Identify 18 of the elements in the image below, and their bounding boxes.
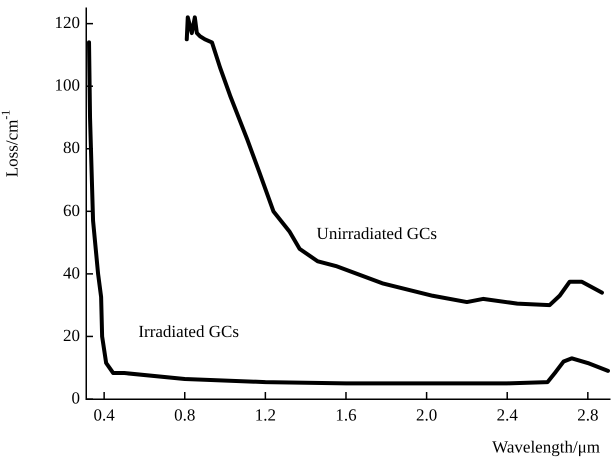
y-tick-label: 60	[63, 200, 80, 220]
y-tick-label: 40	[63, 263, 80, 282]
y-tick-label: 100	[54, 76, 80, 95]
y-tick-label: 0	[72, 388, 80, 408]
y-axis-title: Loss/cm-1	[0, 110, 22, 178]
x-tick-label: 2.8	[577, 405, 598, 424]
y-tick-label: 120	[54, 13, 80, 32]
y-tick-label: 80	[63, 138, 80, 158]
annotation: Unirradiated GCs	[316, 224, 437, 244]
x-tick-label: 0.8	[174, 405, 196, 424]
x-tick-label: 2.0	[416, 405, 438, 424]
x-tick-label: 0.4	[94, 405, 116, 424]
x-tick-label: 2.4	[496, 405, 518, 424]
x-tick-label: 1.6	[335, 405, 357, 424]
annotation: Irradiated GCs	[138, 322, 239, 341]
x-axis-title: Wavelength/μm	[492, 437, 600, 456]
y-tick-label: 20	[63, 326, 80, 345]
x-tick-label: 1.2	[254, 405, 276, 424]
